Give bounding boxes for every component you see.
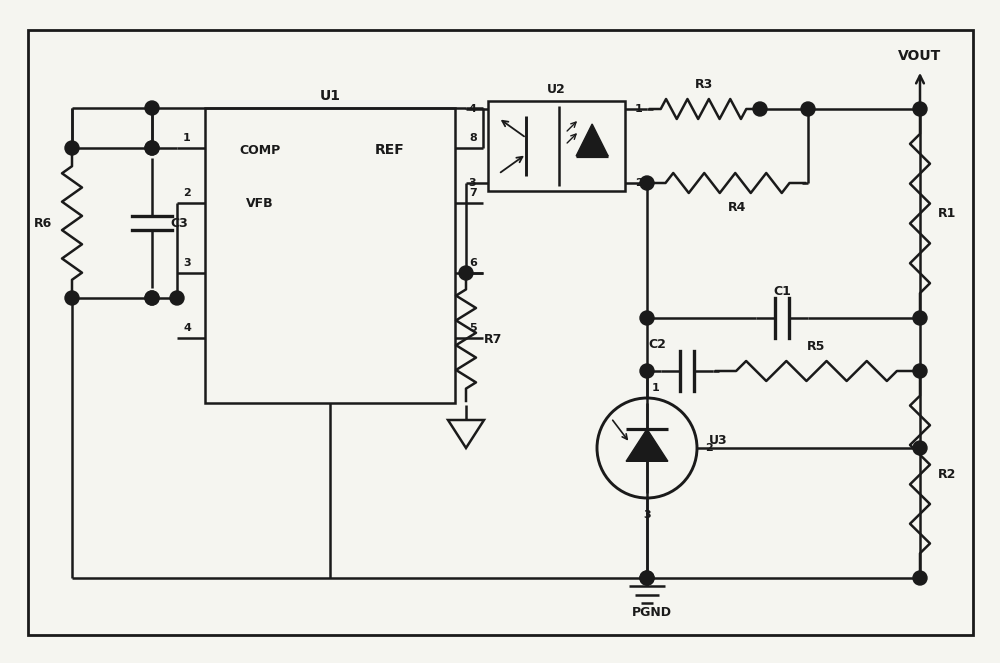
Circle shape	[640, 364, 654, 378]
Text: 4: 4	[183, 323, 191, 333]
Circle shape	[640, 571, 654, 585]
Text: C1: C1	[773, 285, 791, 298]
Text: R5: R5	[807, 340, 826, 353]
FancyBboxPatch shape	[488, 101, 625, 191]
Text: 2: 2	[183, 188, 191, 198]
Circle shape	[753, 102, 767, 116]
Circle shape	[145, 291, 159, 305]
Text: C2: C2	[648, 338, 666, 351]
Circle shape	[913, 571, 927, 585]
Text: C3: C3	[170, 217, 188, 229]
Circle shape	[65, 141, 79, 155]
Text: R2: R2	[938, 468, 956, 481]
Text: R1: R1	[938, 207, 956, 220]
Text: 4: 4	[468, 104, 476, 114]
Text: R7: R7	[484, 333, 502, 345]
Text: 1: 1	[652, 383, 660, 393]
Circle shape	[640, 176, 654, 190]
Text: R6: R6	[34, 217, 52, 229]
Text: 3: 3	[643, 510, 651, 520]
Text: 2: 2	[635, 178, 643, 188]
Circle shape	[145, 141, 159, 155]
Text: 6: 6	[469, 258, 477, 268]
Circle shape	[801, 102, 815, 116]
Text: 8: 8	[469, 133, 477, 143]
Circle shape	[913, 102, 927, 116]
Circle shape	[640, 311, 654, 325]
Text: U3: U3	[709, 434, 728, 446]
Text: VFB: VFB	[246, 196, 274, 210]
Circle shape	[640, 571, 654, 585]
Text: PGND: PGND	[632, 606, 672, 619]
Text: VOUT: VOUT	[898, 49, 942, 63]
Circle shape	[913, 441, 927, 455]
Text: COMP: COMP	[239, 143, 281, 156]
Text: U1: U1	[320, 89, 341, 103]
Circle shape	[65, 291, 79, 305]
Text: 3: 3	[183, 258, 191, 268]
Text: U2: U2	[547, 82, 566, 95]
Circle shape	[913, 364, 927, 378]
Text: 3: 3	[468, 178, 476, 188]
Text: 2: 2	[705, 443, 713, 453]
Circle shape	[913, 311, 927, 325]
Circle shape	[459, 266, 473, 280]
Polygon shape	[626, 429, 668, 461]
Circle shape	[170, 291, 184, 305]
Text: REF: REF	[375, 143, 405, 157]
Text: 1: 1	[183, 133, 191, 143]
FancyBboxPatch shape	[28, 30, 973, 635]
Text: 5: 5	[469, 323, 477, 333]
Text: 1: 1	[635, 104, 643, 114]
Circle shape	[145, 291, 159, 305]
Circle shape	[145, 141, 159, 155]
Text: R4: R4	[728, 201, 747, 214]
Text: R3: R3	[694, 78, 713, 91]
Text: 7: 7	[469, 188, 477, 198]
FancyBboxPatch shape	[205, 108, 455, 403]
Circle shape	[145, 101, 159, 115]
Polygon shape	[576, 124, 608, 156]
